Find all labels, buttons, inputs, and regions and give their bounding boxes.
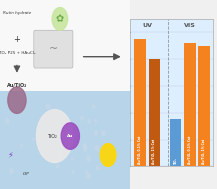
Circle shape xyxy=(84,144,86,148)
Text: ✿: ✿ xyxy=(56,14,64,24)
FancyBboxPatch shape xyxy=(0,91,130,189)
Bar xyxy=(184,43,196,166)
Text: Au/TiO₂ 0.1% Cat: Au/TiO₂ 0.1% Cat xyxy=(188,135,192,164)
Circle shape xyxy=(81,116,83,120)
Text: Au/TiO₂ 0.1% Cat: Au/TiO₂ 0.1% Cat xyxy=(138,135,142,164)
Circle shape xyxy=(100,144,116,166)
Text: TiO₂ P25 + HAuCl₄: TiO₂ P25 + HAuCl₄ xyxy=(0,51,36,55)
Circle shape xyxy=(86,173,90,179)
Circle shape xyxy=(36,110,73,163)
Circle shape xyxy=(8,87,26,113)
Text: UV: UV xyxy=(142,23,152,28)
Circle shape xyxy=(49,145,51,147)
Circle shape xyxy=(32,138,34,140)
Text: ~: ~ xyxy=(49,44,58,54)
Circle shape xyxy=(71,158,73,160)
Text: ⚡: ⚡ xyxy=(7,150,13,160)
Circle shape xyxy=(85,171,87,174)
Circle shape xyxy=(10,169,13,173)
Circle shape xyxy=(58,151,61,157)
Bar xyxy=(135,39,146,166)
Circle shape xyxy=(97,166,99,170)
Circle shape xyxy=(100,151,102,154)
Circle shape xyxy=(93,105,95,108)
Circle shape xyxy=(95,146,99,151)
Text: TiO₂: TiO₂ xyxy=(47,134,57,139)
Circle shape xyxy=(6,119,9,123)
Text: CIP: CIP xyxy=(23,172,29,176)
Circle shape xyxy=(87,156,90,161)
Bar xyxy=(170,119,181,166)
Circle shape xyxy=(83,146,87,151)
FancyBboxPatch shape xyxy=(0,0,130,91)
Bar xyxy=(149,59,160,166)
Circle shape xyxy=(102,131,105,136)
Text: Au/TiO₂ 1% Cat: Au/TiO₂ 1% Cat xyxy=(202,139,206,164)
Circle shape xyxy=(106,164,107,166)
Circle shape xyxy=(21,144,23,147)
Circle shape xyxy=(72,171,74,173)
Circle shape xyxy=(56,165,59,168)
Circle shape xyxy=(52,8,68,30)
Y-axis label: Degradation Efficiency (%): Degradation Efficiency (%) xyxy=(110,63,114,122)
Circle shape xyxy=(88,120,90,123)
Text: Au: Au xyxy=(67,134,73,138)
Circle shape xyxy=(46,104,50,109)
Bar xyxy=(198,46,210,166)
Text: +: + xyxy=(13,35,20,44)
Text: Au/TiO₂ 1% Cat: Au/TiO₂ 1% Cat xyxy=(152,139,156,164)
Text: Au/TiO₂: Au/TiO₂ xyxy=(7,83,27,88)
Circle shape xyxy=(61,123,79,149)
Text: Rutin hydrate: Rutin hydrate xyxy=(3,11,31,15)
FancyBboxPatch shape xyxy=(34,30,73,68)
Text: VIS: VIS xyxy=(184,23,196,28)
Text: TiO₂: TiO₂ xyxy=(174,157,178,164)
Circle shape xyxy=(95,131,97,135)
Circle shape xyxy=(95,120,97,122)
